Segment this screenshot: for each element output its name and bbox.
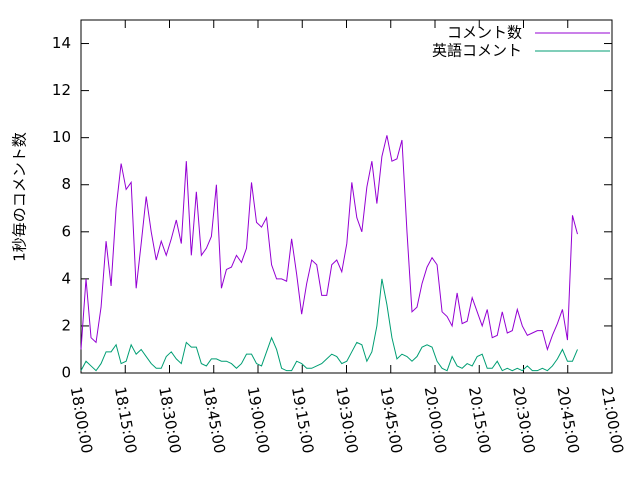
- x-tick-label: 18:30:00: [155, 385, 184, 454]
- x-tick-label: 19:00:00: [244, 385, 273, 454]
- legend-label: コメント数: [447, 24, 522, 42]
- y-tick-label: 8: [61, 175, 71, 193]
- x-tick-label: 18:15:00: [111, 385, 140, 454]
- line: [80, 278, 578, 372]
- y-tick-label: 0: [61, 364, 71, 382]
- legend-label: 英語コメント: [432, 42, 522, 60]
- x-tick-label: 20:15:00: [465, 385, 494, 454]
- x-tick-label: 19:45:00: [376, 385, 405, 454]
- y-tick-label: 2: [61, 316, 71, 334]
- x-tick-label: 20:00:00: [421, 385, 450, 454]
- line: [80, 135, 578, 352]
- x-tick-label: 21:00:00: [598, 385, 627, 454]
- x-tick-label: 20:30:00: [509, 385, 538, 454]
- y-axis-label: 1秒毎のコメント数: [11, 132, 29, 262]
- y-tick-label: 10: [52, 128, 71, 146]
- y-tick-label: 12: [52, 81, 71, 99]
- y-tick-label: 6: [61, 222, 71, 240]
- x-tick-label: 18:45:00: [199, 385, 228, 454]
- x-tick-label: 19:15:00: [288, 385, 317, 454]
- x-tick-label: 20:45:00: [553, 385, 582, 454]
- y-tick-label: 4: [61, 269, 71, 287]
- plot-border: [80, 19, 613, 374]
- x-tick-label: 18:00:00: [67, 385, 96, 454]
- x-tick-label: 19:30:00: [332, 385, 361, 454]
- y-tick-label: 14: [52, 34, 71, 52]
